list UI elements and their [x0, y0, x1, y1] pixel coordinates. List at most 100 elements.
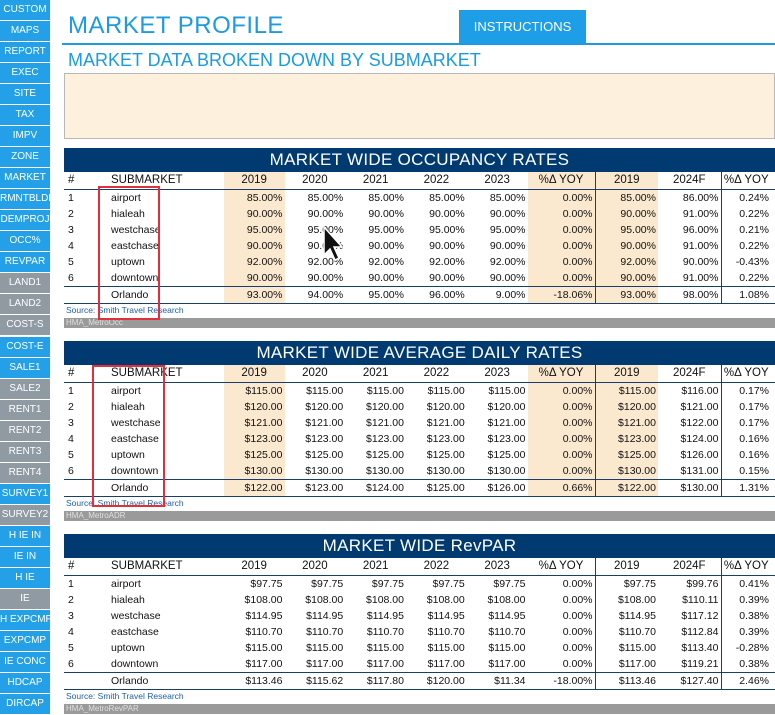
instructions-button[interactable]: INSTRUCTIONS — [459, 10, 586, 43]
table-cell[interactable]: $97.75 — [371, 577, 404, 590]
table-cell[interactable]: $125.00 — [594, 446, 658, 463]
table-cell[interactable]: 0.00% — [562, 609, 593, 622]
sidebar-item-ie[interactable]: IE — [0, 588, 50, 610]
table-cell[interactable]: 0.00% — [527, 446, 595, 463]
table-cell[interactable]: $97.75 — [311, 577, 344, 590]
table-cell[interactable]: 90.00% — [307, 271, 344, 284]
table-cell[interactable]: 90.00% — [307, 207, 344, 220]
table-cell[interactable]: 0.00% — [527, 462, 595, 479]
table-cell[interactable]: 90.00% — [489, 239, 526, 252]
table-cell[interactable]: -0.43% — [720, 253, 775, 270]
table-cell[interactable]: 90.00% — [682, 255, 719, 268]
sidebar-item-land1[interactable]: LAND1 — [0, 273, 50, 295]
table-cell[interactable]: 85.00% — [307, 191, 344, 204]
table-cell[interactable]: 2 — [68, 400, 74, 413]
table-cell[interactable]: $115.00 — [427, 384, 465, 397]
table-cell[interactable]: 0.00% — [527, 205, 595, 222]
sidebar-item-sale1[interactable]: SALE1 — [0, 357, 50, 379]
table-cell[interactable]: $121.00 — [426, 416, 465, 429]
table-cell[interactable]: 1 — [68, 191, 74, 204]
sidebar-item-expcmp[interactable]: EXPCMP — [0, 630, 50, 652]
table-cell[interactable]: $115.00 — [594, 639, 658, 656]
table-cell[interactable]: downtown — [111, 657, 159, 670]
table-cell[interactable]: 5 — [68, 641, 74, 654]
table-cell[interactable]: $126.00 — [466, 478, 528, 497]
table-cell[interactable]: 85.00% — [368, 191, 404, 204]
table-cell[interactable]: 92.00% — [489, 255, 526, 268]
table-cell[interactable]: uptown — [111, 255, 145, 268]
table-cell[interactable]: 0.00% — [527, 269, 595, 286]
table-cell[interactable]: 0.00% — [527, 253, 595, 270]
sidebar-item-maps[interactable]: MAPS — [0, 21, 50, 42]
table-cell[interactable]: $115.00 — [594, 382, 658, 399]
table-cell[interactable]: westchase — [111, 223, 161, 236]
table-cell[interactable]: $124.00 — [680, 432, 719, 445]
table-cell[interactable]: 90.00% — [594, 237, 658, 254]
table-cell[interactable]: $115.00 — [245, 641, 283, 654]
table-cell[interactable]: $120.00 — [487, 400, 526, 413]
table-cell[interactable]: 2.46% — [720, 671, 775, 690]
table-cell[interactable]: 1.08% — [720, 285, 775, 304]
table-cell[interactable]: $130.00 — [594, 462, 658, 479]
table-cell[interactable]: 98.00% — [658, 285, 721, 304]
table-cell[interactable]: $117.00 — [488, 657, 526, 670]
table-cell[interactable]: $120.00 — [305, 400, 344, 413]
table-cell[interactable]: 91.00% — [682, 207, 719, 220]
table-cell[interactable]: $120.00 — [223, 398, 285, 415]
table-cell[interactable]: $120.00 — [406, 671, 467, 690]
table-cell[interactable]: $117.12 — [681, 609, 719, 622]
table-cell[interactable]: $125.00 — [426, 448, 465, 461]
table-cell[interactable]: $123.00 — [305, 432, 344, 445]
table-cell[interactable]: $110.70 — [366, 625, 404, 638]
table-cell[interactable]: 1 — [68, 384, 74, 397]
table-cell[interactable]: $123.00 — [487, 432, 526, 445]
table-cell[interactable]: 0.22% — [720, 205, 775, 222]
table-cell[interactable]: $122.00 — [680, 416, 719, 429]
table-cell[interactable]: 90.00% — [429, 271, 465, 284]
table-cell[interactable]: Orlando — [109, 285, 224, 304]
table-cell[interactable]: 95.00% — [368, 223, 404, 236]
table-cell[interactable]: $115.62 — [284, 671, 346, 690]
table-cell[interactable]: 0.00% — [562, 593, 593, 606]
table-cell[interactable]: 0.00% — [527, 237, 595, 254]
table-cell[interactable]: $127.40 — [658, 671, 721, 690]
table-cell[interactable]: $126.00 — [680, 448, 719, 461]
table-cell[interactable]: $114.95 — [427, 609, 465, 622]
table-cell[interactable]: $119.21 — [681, 657, 719, 670]
table-cell[interactable]: $110.70 — [306, 625, 344, 638]
table-cell[interactable]: 6 — [68, 657, 74, 670]
table-cell[interactable]: $110.70 — [594, 623, 658, 640]
table-cell[interactable]: $114.95 — [306, 609, 344, 622]
table-cell[interactable]: $125.00 — [223, 446, 285, 463]
table-cell[interactable]: 95.00% — [594, 221, 658, 238]
table-cell[interactable]: $97.75 — [594, 575, 658, 592]
sidebar-item-survey1[interactable]: SURVEY1 — [0, 483, 50, 505]
table-cell[interactable]: $121.00 — [680, 400, 719, 413]
table-cell[interactable]: 92.00% — [223, 253, 285, 270]
sidebar-item-market[interactable]: MARKET — [0, 168, 50, 190]
table-cell[interactable]: 90.00% — [223, 237, 285, 254]
table-cell[interactable]: 0.38% — [720, 655, 775, 672]
table-cell[interactable]: $97.75 — [432, 577, 465, 590]
table-cell[interactable]: $114.95 — [245, 609, 283, 622]
table-cell[interactable]: 90.00% — [368, 271, 404, 284]
table-cell[interactable]: 0.41% — [720, 575, 775, 592]
sidebar-item-demproj[interactable]: DEMPROJ — [0, 210, 50, 232]
table-cell[interactable]: $108.00 — [426, 593, 465, 606]
table-cell[interactable]: $125.00 — [366, 448, 404, 461]
table-cell[interactable]: 90.00% — [429, 207, 465, 220]
table-cell[interactable]: 85.00% — [223, 189, 285, 206]
table-cell[interactable]: 93.00% — [594, 285, 658, 304]
table-cell[interactable]: 0.00% — [527, 382, 595, 399]
sidebar-item-impv[interactable]: IMPV — [0, 126, 50, 148]
table-cell[interactable]: 85.00% — [489, 191, 526, 204]
table-cell[interactable]: 0.15% — [720, 462, 775, 479]
table-cell[interactable]: 0.21% — [720, 221, 775, 238]
table-cell[interactable]: 0.39% — [720, 623, 775, 640]
table-cell[interactable]: airport — [111, 577, 141, 590]
table-cell[interactable]: $110.70 — [427, 625, 465, 638]
table-cell[interactable]: -0.28% — [720, 639, 775, 656]
table-cell[interactable] — [64, 285, 109, 304]
table-cell[interactable]: 0.16% — [720, 430, 775, 447]
sidebar-item-custom[interactable]: CUSTOM — [0, 0, 50, 21]
